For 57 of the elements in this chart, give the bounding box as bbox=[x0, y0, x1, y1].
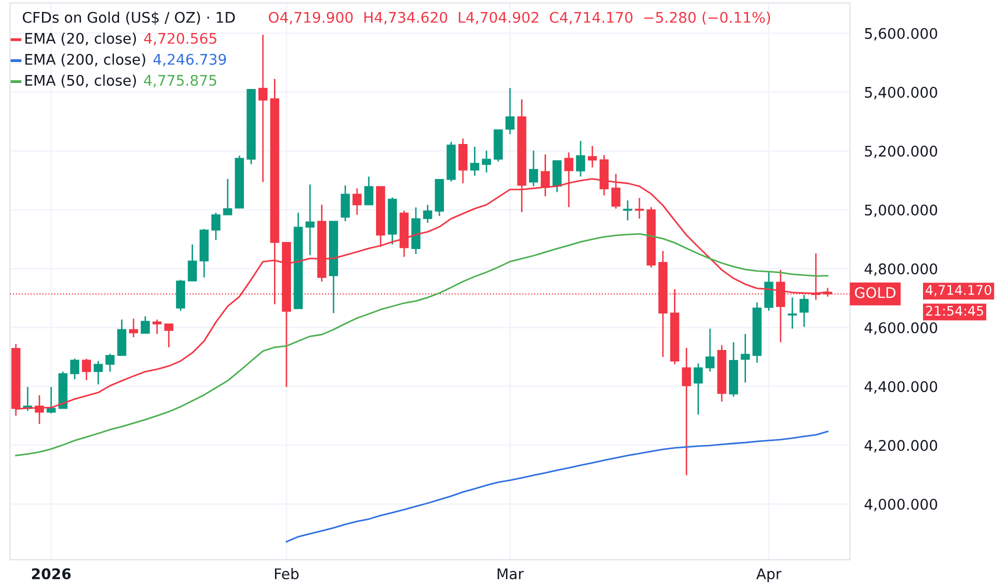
text: 21:54:45 bbox=[926, 306, 984, 316]
candlestick bbox=[188, 244, 197, 282]
candlestick bbox=[423, 204, 432, 224]
y-tick-label: 4,200.000 bbox=[864, 440, 938, 452]
x-tick-label: Apr bbox=[756, 568, 782, 582]
legend-label: EMA (50, close) bbox=[25, 74, 136, 88]
candlestick bbox=[482, 150, 492, 174]
y-tick-label: 5,400.000 bbox=[865, 86, 938, 100]
candlestick bbox=[634, 197, 644, 220]
candlestick bbox=[800, 294, 809, 328]
candlestick bbox=[470, 146, 480, 176]
annotation: 4,246.739 bbox=[153, 54, 226, 66]
annotation: 4,775.875 bbox=[144, 74, 216, 88]
candlestick bbox=[258, 34, 268, 183]
text: CFDs on Gold (US$ / OZ) · 1D bbox=[22, 12, 235, 25]
candlestick bbox=[223, 178, 232, 216]
candlestick bbox=[788, 296, 797, 330]
candlestick bbox=[352, 188, 362, 216]
candlestick bbox=[505, 87, 515, 135]
candlestick bbox=[82, 358, 92, 381]
legend-label: EMA (20, close) bbox=[25, 32, 136, 46]
y-tick-label: 5,600.000 bbox=[865, 28, 938, 40]
y-tick-label: 4,800.000 bbox=[864, 263, 938, 276]
text: 4,714.170 bbox=[926, 284, 992, 296]
candlestick bbox=[164, 323, 174, 348]
line-series bbox=[15, 233, 828, 456]
candlestick bbox=[105, 352, 115, 372]
candlestick bbox=[305, 184, 315, 256]
y-tick-label: 4,600.000 bbox=[864, 322, 938, 335]
ref-line-label: GOLD bbox=[854, 287, 896, 298]
candlestick bbox=[682, 347, 692, 476]
x-tick-label: Feb bbox=[274, 568, 299, 580]
candlestick bbox=[623, 200, 632, 222]
x-tick-label: 2026 bbox=[32, 568, 71, 580]
y-tick-label: 5,000.000 bbox=[865, 204, 938, 218]
y-tick-label: 4,400.000 bbox=[864, 381, 938, 394]
candlestick bbox=[152, 318, 162, 335]
legend-label: EMA (200, close) bbox=[25, 54, 146, 67]
candlestick bbox=[588, 145, 597, 168]
candlestick bbox=[364, 176, 374, 206]
candlestick bbox=[211, 212, 220, 241]
candlestick bbox=[705, 328, 715, 372]
candlestick bbox=[140, 316, 150, 334]
candlestick bbox=[340, 184, 350, 222]
candlestick bbox=[576, 140, 586, 178]
line-series bbox=[286, 430, 828, 542]
annotation: O4,719.900 H4,734.620 L4,704.902 C4,714.170 −5.280 (−0.11%) bbox=[268, 12, 770, 25]
y-tick-label: 4,000.000 bbox=[864, 498, 938, 512]
candlestick bbox=[740, 333, 750, 384]
y-tick-label: 5,200.000 bbox=[865, 146, 938, 158]
annotation: 4,720.565 bbox=[144, 32, 216, 46]
x-tick-label: Mar bbox=[498, 568, 524, 580]
candlestick bbox=[694, 362, 703, 416]
candlestick bbox=[94, 360, 103, 385]
candlestick bbox=[128, 318, 138, 338]
candlestick bbox=[528, 150, 538, 187]
candlestick bbox=[70, 358, 80, 380]
